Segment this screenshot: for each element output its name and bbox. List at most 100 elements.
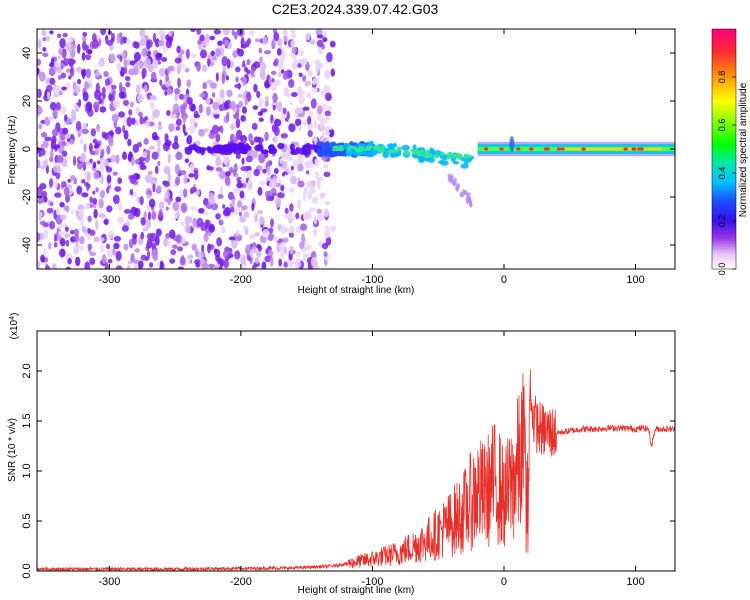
spectrogram-noise-blob bbox=[228, 166, 234, 174]
spectrogram-noise-blob bbox=[216, 170, 221, 176]
spectrogram-noise-blob bbox=[70, 174, 76, 181]
spectrogram-noise-blob bbox=[288, 225, 295, 234]
spectrogram-noise-blob bbox=[232, 168, 237, 176]
spectrogram-noise-blob bbox=[42, 140, 49, 149]
spectrogram-noise-blob bbox=[315, 29, 323, 37]
spectrogram-noise-blob bbox=[116, 63, 122, 73]
spectrogram-noise-blob bbox=[182, 115, 187, 124]
spectrogram-noise-blob bbox=[242, 60, 246, 68]
spectrogram-noise-blob bbox=[235, 129, 243, 141]
spectrogram-signal-blob bbox=[198, 147, 207, 152]
spectrogram-noise-blob bbox=[297, 106, 303, 114]
spectrogram-noise-blob bbox=[264, 96, 269, 102]
spectrogram-signal-blob bbox=[463, 157, 470, 165]
spectrogram-noise-blob bbox=[37, 159, 41, 169]
spectrogram-noise-blob bbox=[136, 93, 144, 103]
spectrogram-noise-blob bbox=[278, 71, 282, 77]
spectrogram-noise-blob bbox=[313, 229, 317, 237]
spectrogram-noise-blob bbox=[280, 249, 285, 260]
spectrogram-noise-blob bbox=[304, 32, 311, 41]
spectrogram-noise-blob bbox=[65, 266, 71, 269]
spectrogram-noise-blob bbox=[83, 143, 87, 153]
spectrogram-noise-blob bbox=[101, 254, 107, 265]
spectrogram-noise-blob bbox=[215, 48, 221, 58]
spectrogram-noise-blob bbox=[184, 158, 190, 164]
spectrogram-noise-blob bbox=[85, 101, 93, 112]
spectrogram-noise-blob bbox=[194, 259, 202, 265]
spectrogram-noise-blob bbox=[146, 233, 154, 240]
spectrogram-noise-blob bbox=[264, 131, 269, 142]
spectrogram-noise-blob bbox=[37, 67, 40, 75]
spectrogram-tail bbox=[464, 189, 468, 195]
spectrogram-noise-blob bbox=[317, 47, 323, 55]
spectrogram-noise-blob bbox=[44, 158, 48, 168]
spectrogram-noise-blob bbox=[246, 69, 251, 75]
spectrogram-noise-blob bbox=[138, 111, 143, 118]
spectrogram-noise-blob bbox=[267, 233, 275, 242]
spectrogram-noise-blob bbox=[174, 135, 179, 145]
spectrogram-noise-blob bbox=[295, 212, 300, 220]
spectrogram-signal-blob bbox=[213, 144, 222, 150]
spectrogram-noise-blob bbox=[162, 31, 166, 38]
spectrogram-noise-blob bbox=[300, 233, 305, 243]
spectrogram-noise-blob bbox=[288, 123, 296, 133]
spectrogram-noise-blob bbox=[232, 134, 237, 141]
spectrogram-noise-blob bbox=[158, 121, 162, 126]
spectrogram-noise-blob bbox=[112, 194, 120, 205]
spectrogram-noise-blob bbox=[133, 62, 142, 70]
spectrogram-noise-blob bbox=[127, 138, 132, 147]
spectrogram-noise-blob bbox=[169, 258, 176, 264]
spectrogram-noise-blob bbox=[123, 243, 129, 251]
spectrogram-signal-core bbox=[433, 154, 440, 159]
spectrogram-noise-blob bbox=[208, 195, 216, 206]
spectrogram-noise-blob bbox=[115, 265, 123, 269]
spectrogram-noise-blob bbox=[258, 152, 266, 164]
spectrogram-noise-blob bbox=[61, 86, 67, 91]
spectrogram-noise-blob bbox=[213, 29, 222, 35]
spectrogram-noise-blob bbox=[94, 149, 99, 156]
spectrogram-noise-blob bbox=[226, 89, 233, 98]
spectrogram-noise-blob bbox=[286, 146, 292, 157]
spectrogram-noise-blob bbox=[78, 156, 87, 163]
spectrogram-noise-blob bbox=[106, 247, 114, 258]
spectrogram-noise-blob bbox=[81, 40, 87, 51]
spectrogram-noise-blob bbox=[139, 29, 146, 39]
spectrogram-noise-blob bbox=[220, 225, 226, 234]
spectrogram-y-tick-label: -20 bbox=[21, 189, 33, 205]
spectrogram-noise-blob bbox=[46, 207, 54, 214]
spectrogram-noise-blob bbox=[111, 113, 119, 123]
spectrogram-noise-blob bbox=[81, 36, 87, 42]
spectrogram-noise-blob bbox=[217, 40, 223, 46]
spectrogram-noise-blob bbox=[313, 119, 318, 130]
spectrogram-noise-blob bbox=[317, 212, 324, 222]
spectrogram-noise-blob bbox=[305, 170, 310, 175]
spectrogram-noise-blob bbox=[324, 125, 328, 133]
spectrogram-noise-blob bbox=[270, 70, 277, 76]
spectrogram-noise-blob bbox=[310, 256, 318, 267]
colorbar: 0.0 0.2 0.4 0.6 0.8 Normalized spectral ampl… bbox=[711, 28, 749, 275]
spectrogram-noise-blob bbox=[249, 69, 255, 75]
spectrogram-noise-blob bbox=[84, 182, 89, 187]
spectrogram-noise-blob bbox=[258, 180, 266, 186]
spectrogram-noise-blob bbox=[92, 161, 97, 169]
spectrogram-noise-blob bbox=[139, 38, 147, 47]
spectrogram-noise-blob bbox=[94, 219, 99, 231]
spectrogram-noise-blob bbox=[99, 106, 107, 113]
spectrogram-noise-blob bbox=[112, 171, 118, 176]
spectrogram-noise-blob bbox=[231, 29, 235, 36]
spectrogram-tail bbox=[453, 177, 457, 183]
spectrogram-noise-blob bbox=[70, 117, 74, 124]
spectrogram-noise-blob bbox=[236, 200, 243, 208]
spectrogram-noise-blob bbox=[323, 164, 329, 169]
spectrogram-tail bbox=[447, 173, 451, 179]
spectrogram-noise-blob bbox=[77, 78, 82, 85]
spectrogram-noise-blob bbox=[261, 261, 267, 269]
spectrogram-noise-blob bbox=[106, 186, 110, 194]
spectrogram-noise-blob bbox=[49, 30, 54, 35]
spectrogram-noise-blob bbox=[146, 250, 151, 260]
spectrogram-noise-blob bbox=[148, 262, 154, 268]
spectrogram-x-tick-label: 0 bbox=[501, 274, 507, 286]
spectrogram-noise-blob bbox=[175, 234, 182, 244]
spectrogram-noise-blob bbox=[73, 103, 78, 110]
spectrogram-noise-blob bbox=[123, 209, 132, 214]
